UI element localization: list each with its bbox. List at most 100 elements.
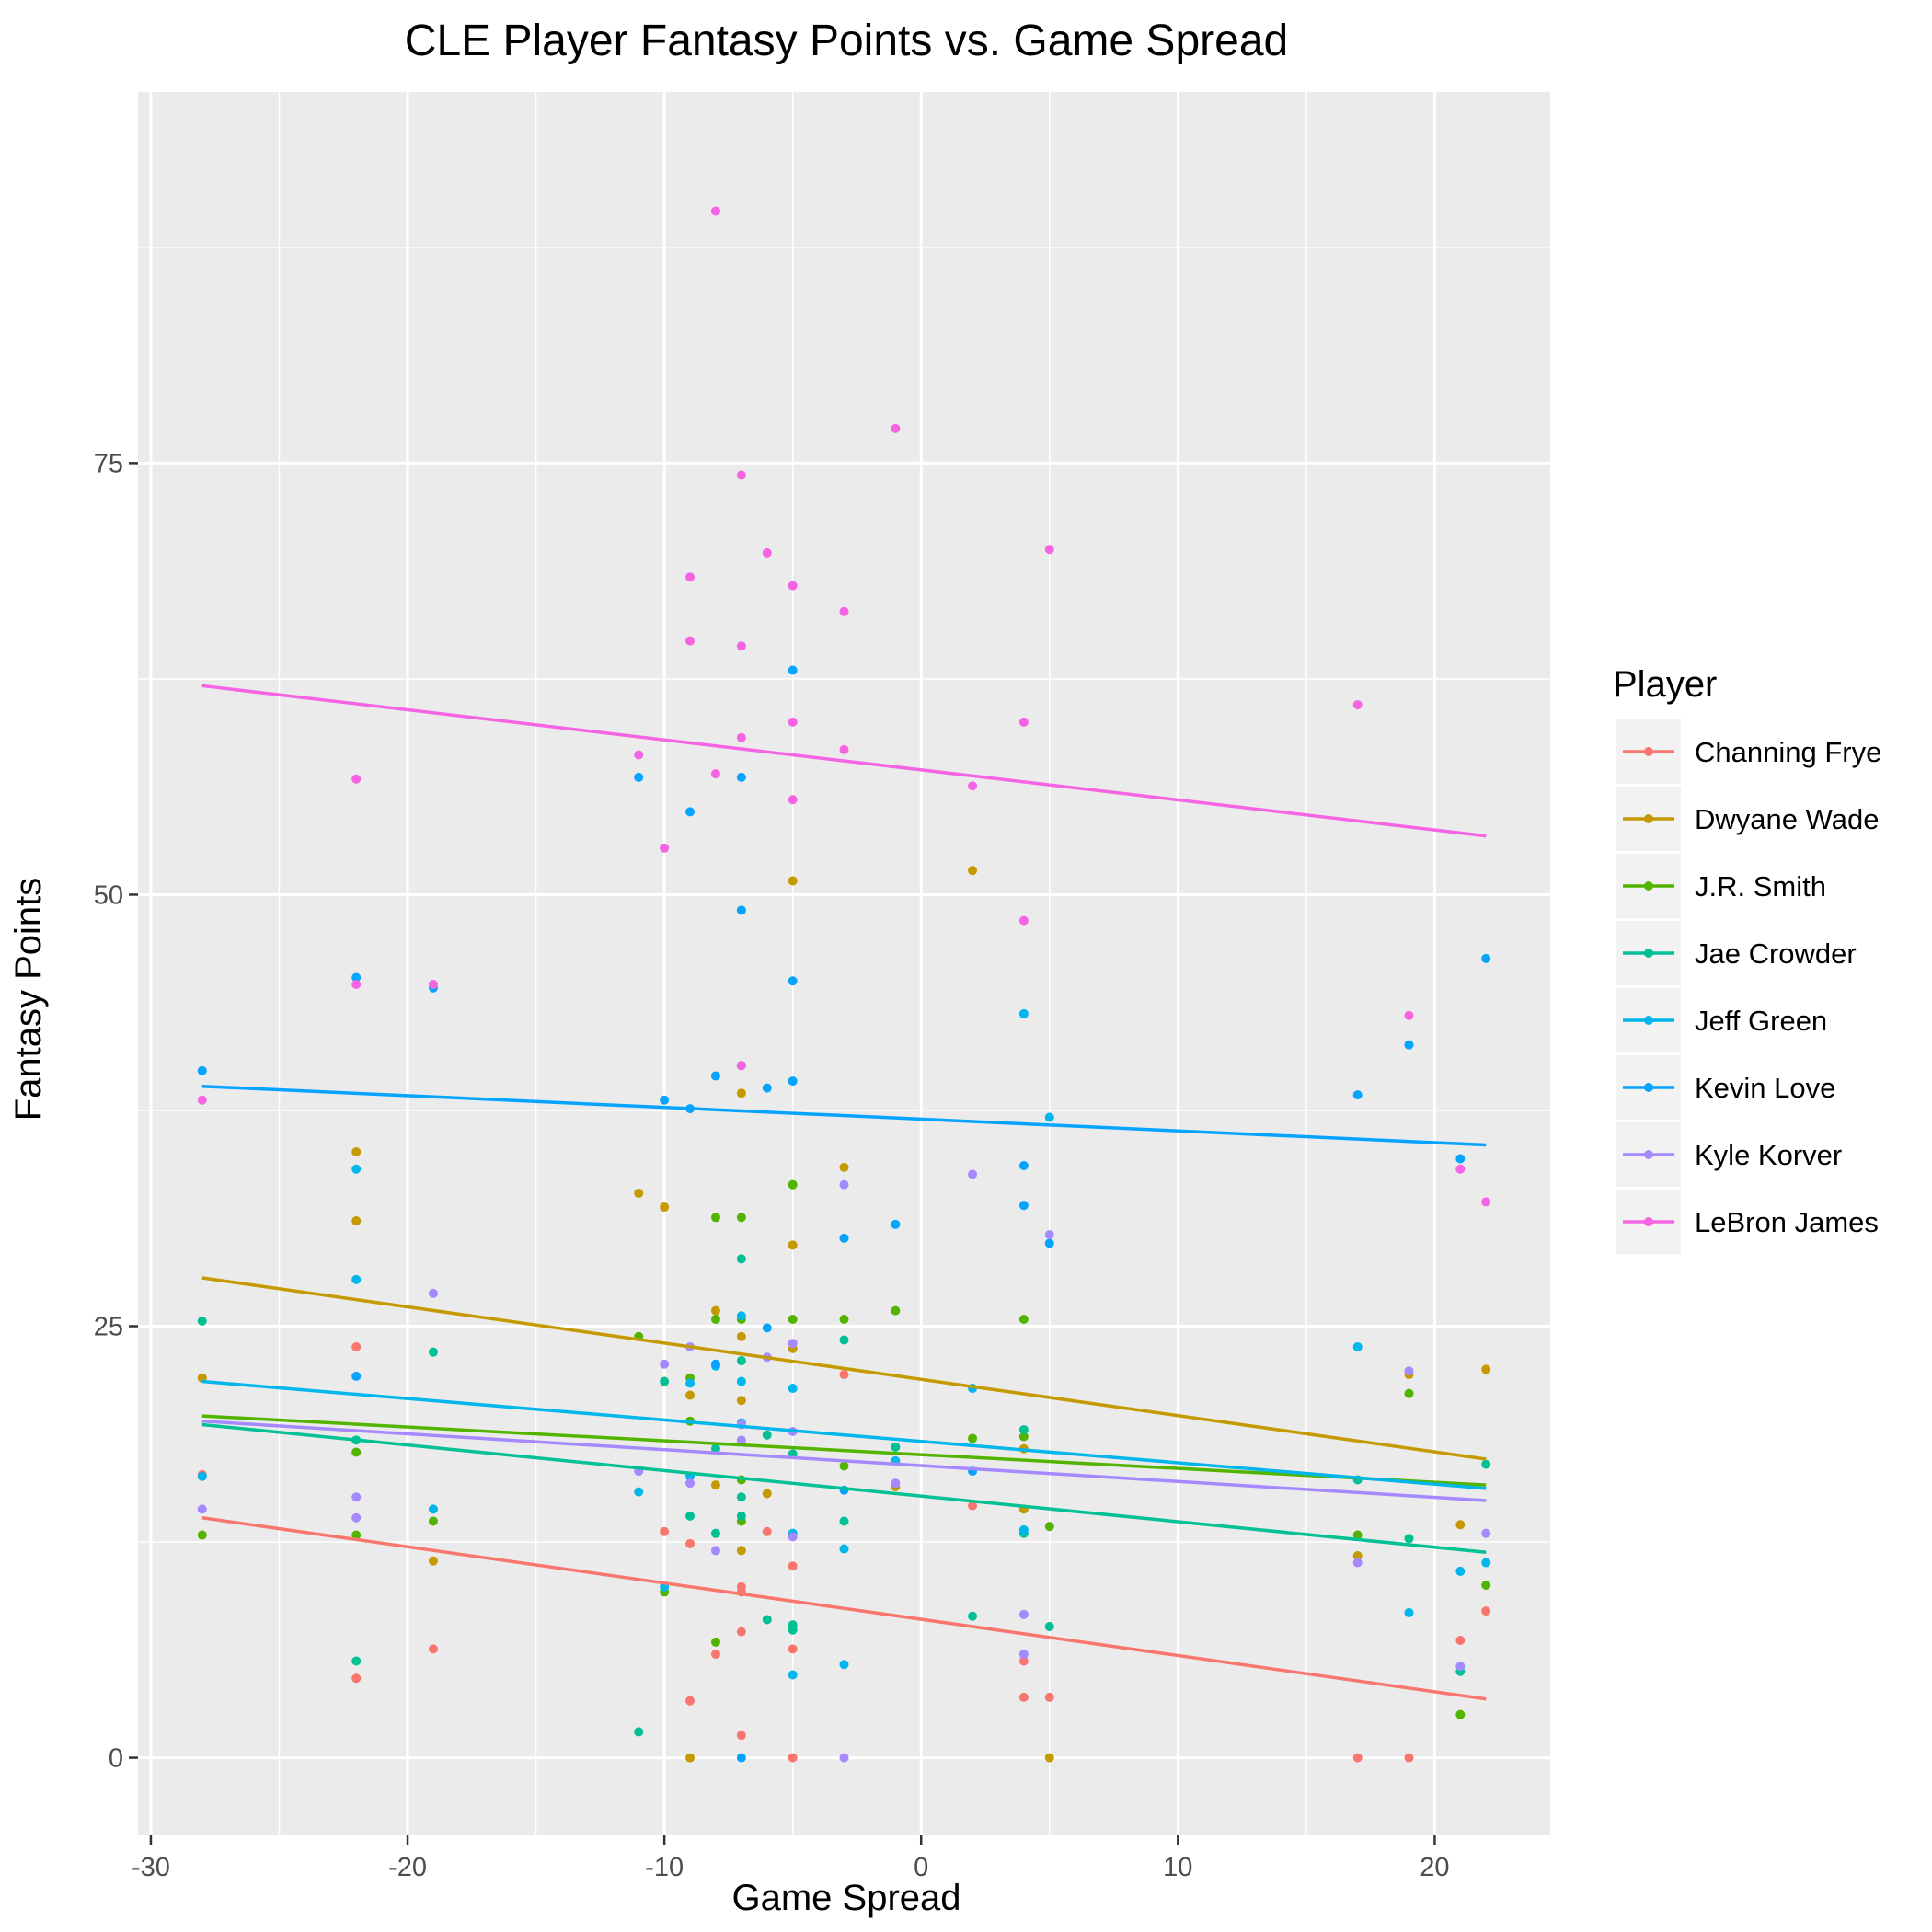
- data-point: [788, 1384, 798, 1394]
- data-point: [788, 717, 798, 727]
- data-point: [736, 732, 746, 742]
- trend-line: [201, 1276, 1487, 1461]
- data-point: [685, 572, 696, 582]
- data-point: [891, 1219, 901, 1229]
- data-point: [968, 1433, 978, 1443]
- data-point: [685, 1538, 696, 1548]
- data-point: [839, 1179, 849, 1190]
- data-point: [710, 206, 720, 216]
- legend-key-point: [1644, 814, 1653, 823]
- data-point: [197, 1504, 207, 1514]
- data-point: [736, 772, 746, 782]
- data-point: [660, 1202, 670, 1213]
- data-point: [762, 547, 772, 558]
- data-point: [428, 1288, 438, 1298]
- data-point: [736, 1254, 746, 1264]
- data-point: [788, 1315, 798, 1325]
- data-point: [1018, 1008, 1029, 1018]
- data-point: [710, 1213, 720, 1223]
- data-point: [710, 1528, 720, 1538]
- data-point: [788, 1644, 798, 1654]
- data-point: [1404, 1534, 1414, 1544]
- data-point: [1018, 1161, 1029, 1171]
- data-point: [788, 1532, 798, 1542]
- legend-label: Channing Frye: [1695, 736, 1881, 768]
- x-tick-label: 10: [1163, 1853, 1192, 1882]
- data-point: [1455, 1709, 1466, 1719]
- data-point: [1404, 1753, 1414, 1763]
- data-point: [788, 1076, 798, 1087]
- data-point: [1404, 1366, 1414, 1376]
- data-point: [788, 1561, 798, 1571]
- legend-key-point: [1644, 747, 1653, 756]
- data-point: [428, 1644, 438, 1654]
- data-point: [351, 972, 362, 983]
- data-point: [660, 843, 670, 853]
- data-point: [1018, 1609, 1029, 1619]
- data-point: [1481, 1528, 1491, 1538]
- data-point: [891, 1442, 901, 1452]
- data-point: [762, 1615, 772, 1625]
- trend-line: [201, 684, 1487, 838]
- data-point: [428, 980, 438, 990]
- legend-label: LeBron James: [1695, 1206, 1879, 1238]
- data-point: [839, 1315, 849, 1325]
- data-point: [1455, 1154, 1466, 1164]
- data-point: [351, 1342, 362, 1352]
- data-point: [1404, 1607, 1414, 1617]
- legend-title: Player: [1613, 664, 1717, 705]
- data-point: [685, 807, 696, 817]
- data-point: [428, 1556, 438, 1566]
- data-point: [710, 1480, 720, 1490]
- data-point: [1455, 1635, 1466, 1645]
- data-point: [685, 636, 696, 646]
- data-point: [685, 1753, 696, 1763]
- data-point: [710, 1071, 720, 1081]
- data-point: [1455, 1164, 1466, 1174]
- data-point: [736, 470, 746, 480]
- data-point: [839, 606, 849, 616]
- data-point: [1018, 1425, 1029, 1435]
- data-point: [1352, 1090, 1363, 1100]
- y-tick-label: 50: [94, 880, 123, 910]
- x-tick-label: -10: [645, 1853, 684, 1882]
- data-point: [197, 1316, 207, 1326]
- data-point: [968, 781, 978, 791]
- data-point: [839, 1660, 849, 1670]
- data-point: [351, 1216, 362, 1226]
- data-point: [351, 1492, 362, 1502]
- data-point: [839, 1461, 849, 1471]
- data-point: [839, 1370, 849, 1380]
- legend-key-point: [1644, 949, 1653, 958]
- legend-key-point: [1644, 1217, 1653, 1226]
- data-point: [1352, 1342, 1363, 1352]
- data-point: [351, 980, 362, 990]
- data-point: [660, 1095, 670, 1105]
- data-point: [762, 1323, 772, 1333]
- data-point: [351, 1274, 362, 1284]
- data-point: [1044, 1621, 1054, 1631]
- data-point: [351, 1512, 362, 1523]
- data-point: [1044, 1753, 1054, 1763]
- data-point: [736, 1311, 746, 1321]
- data-point: [968, 1501, 978, 1511]
- data-point: [1455, 1566, 1466, 1576]
- trend-line: [201, 1084, 1487, 1147]
- data-point: [736, 1376, 746, 1386]
- y-tick-label: 0: [109, 1744, 123, 1774]
- data-point: [1481, 1558, 1491, 1568]
- data-point: [1044, 1112, 1054, 1122]
- data-point: [710, 1443, 720, 1454]
- data-point: [736, 1731, 746, 1741]
- y-axis-title: Fantasy Points: [8, 878, 49, 1121]
- data-point: [788, 665, 798, 675]
- legend-key-point: [1644, 1083, 1653, 1092]
- data-point: [351, 774, 362, 784]
- data-point: [762, 1489, 772, 1499]
- data-point: [1481, 1364, 1491, 1374]
- legend-key-point: [1644, 1150, 1653, 1159]
- data-point: [634, 1189, 644, 1199]
- data-point: [788, 795, 798, 805]
- data-point: [197, 1065, 207, 1075]
